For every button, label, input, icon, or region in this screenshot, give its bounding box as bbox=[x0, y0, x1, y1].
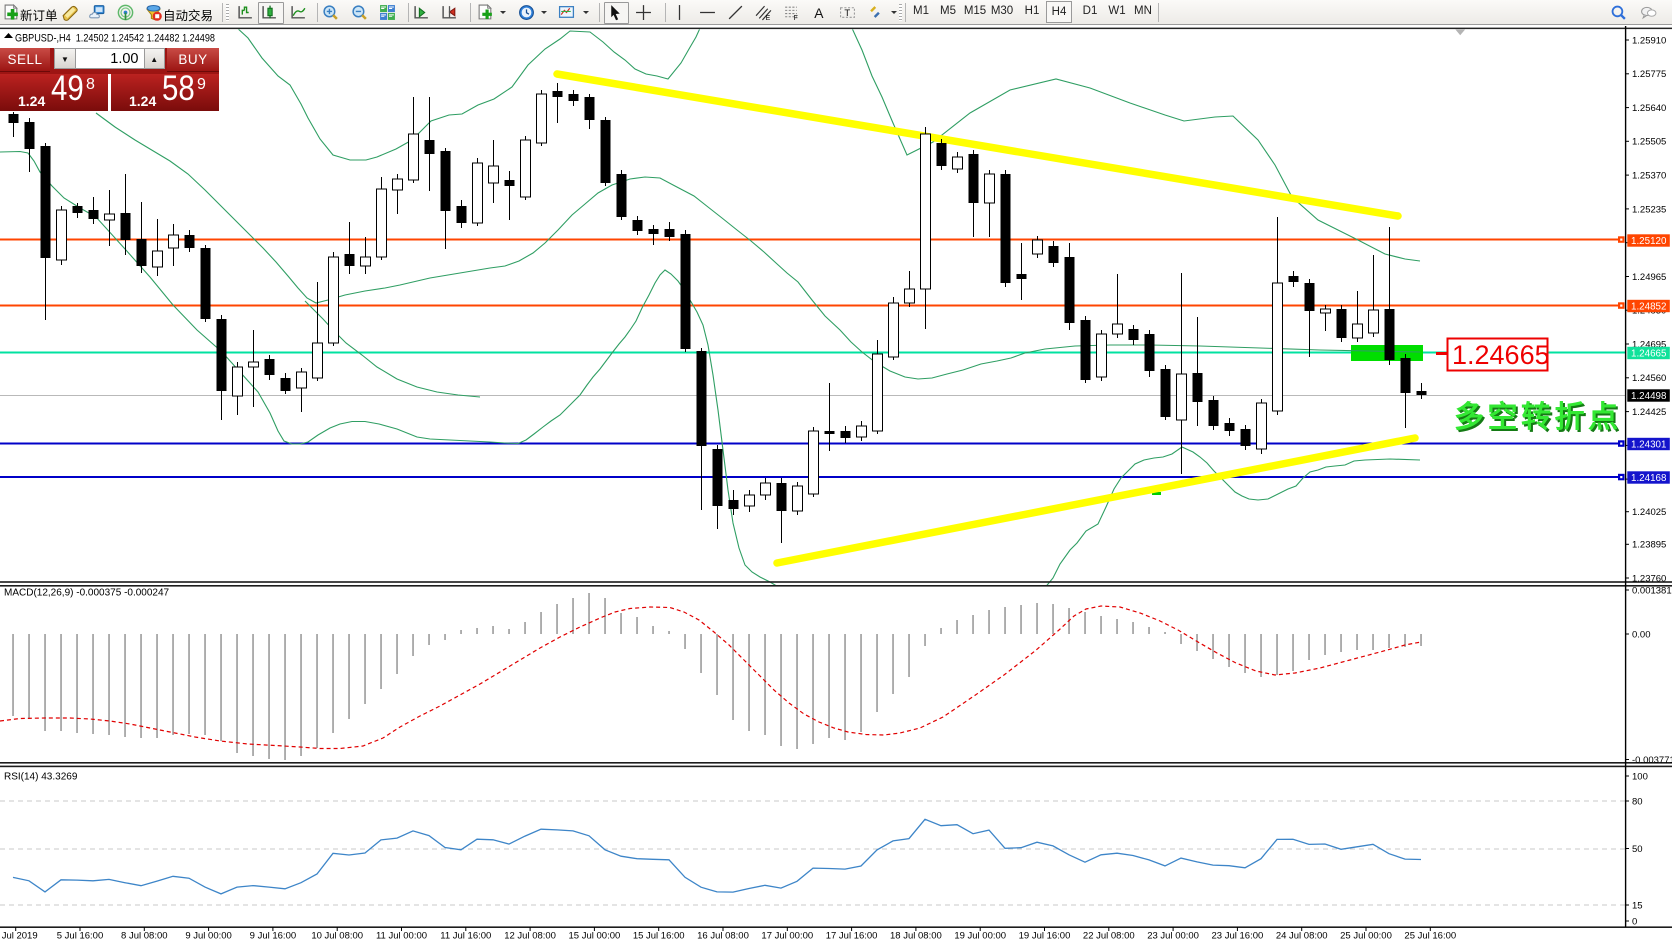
svg-text:80: 80 bbox=[1632, 796, 1643, 807]
svg-text:0.001381: 0.001381 bbox=[1632, 585, 1672, 596]
svg-text:5 Jul 2019: 5 Jul 2019 bbox=[0, 931, 38, 942]
svg-text:1.24965: 1.24965 bbox=[1632, 272, 1666, 283]
svg-text:15 Jul 00:00: 15 Jul 00:00 bbox=[569, 931, 621, 942]
svg-text:25 Jul 16:00: 25 Jul 16:00 bbox=[1404, 931, 1456, 942]
svg-text:15 Jul 16:00: 15 Jul 16:00 bbox=[633, 931, 685, 942]
svg-text:E: E bbox=[766, 15, 771, 21]
svg-text:GBPUSD-,H4 1.24502 1.24542 1.: GBPUSD-,H4 1.24502 1.24542 1.24482 1.244… bbox=[15, 33, 215, 45]
svg-text:1.24301: 1.24301 bbox=[1631, 439, 1666, 450]
svg-text:19 Jul 16:00: 19 Jul 16:00 bbox=[1019, 931, 1071, 942]
svg-text:5 Jul 16:00: 5 Jul 16:00 bbox=[57, 931, 103, 942]
svg-text:T: T bbox=[844, 8, 850, 19]
svg-text:-0.003771: -0.003771 bbox=[1632, 755, 1672, 766]
svg-text:23 Jul 00:00: 23 Jul 00:00 bbox=[1147, 931, 1199, 942]
svg-text:0: 0 bbox=[1632, 916, 1637, 927]
svg-text:1.25505: 1.25505 bbox=[1632, 137, 1666, 148]
svg-text:19 Jul 00:00: 19 Jul 00:00 bbox=[954, 931, 1006, 942]
svg-text:11 Jul 16:00: 11 Jul 16:00 bbox=[440, 931, 491, 942]
svg-text:8 Jul 08:00: 8 Jul 08:00 bbox=[121, 931, 167, 942]
svg-text:1.24852: 1.24852 bbox=[1631, 301, 1666, 312]
svg-text:9 Jul 16:00: 9 Jul 16:00 bbox=[250, 931, 296, 942]
svg-text:23 Jul 16:00: 23 Jul 16:00 bbox=[1212, 931, 1264, 942]
svg-text:50: 50 bbox=[1632, 844, 1643, 855]
svg-text:多空转折点: 多空转折点 bbox=[1454, 401, 1622, 434]
svg-text:1.25640: 1.25640 bbox=[1632, 103, 1666, 114]
svg-text:15: 15 bbox=[1632, 900, 1643, 911]
svg-text:17 Jul 16:00: 17 Jul 16:00 bbox=[826, 931, 878, 942]
svg-text:1.24025: 1.24025 bbox=[1632, 507, 1666, 518]
svg-text:RSI(14) 43.3269: RSI(14) 43.3269 bbox=[4, 772, 78, 783]
svg-text:1.24425: 1.24425 bbox=[1632, 407, 1666, 418]
svg-text:9 Jul 00:00: 9 Jul 00:00 bbox=[185, 931, 231, 942]
svg-text:多空转折点: 多空转折点 bbox=[1456, 403, 1624, 436]
svg-text:1.25370: 1.25370 bbox=[1632, 171, 1666, 182]
svg-text:1.24695: 1.24695 bbox=[1632, 339, 1666, 350]
svg-text:10 Jul 08:00: 10 Jul 08:00 bbox=[311, 931, 363, 942]
svg-text:1.25775: 1.25775 bbox=[1632, 69, 1666, 80]
svg-text:22 Jul 08:00: 22 Jul 08:00 bbox=[1083, 931, 1135, 942]
svg-text:16 Jul 08:00: 16 Jul 08:00 bbox=[697, 931, 749, 942]
svg-text:MACD(12,26,9) -0.000375 -0.000: MACD(12,26,9) -0.000375 -0.000247 bbox=[4, 588, 170, 599]
svg-text:1.23760: 1.23760 bbox=[1632, 573, 1666, 584]
svg-text:12 Jul 08:00: 12 Jul 08:00 bbox=[504, 931, 556, 942]
svg-text:1.24168: 1.24168 bbox=[1631, 473, 1667, 484]
svg-text:1.24498: 1.24498 bbox=[1631, 391, 1667, 402]
svg-text:100: 100 bbox=[1632, 771, 1648, 782]
svg-text:1.24665: 1.24665 bbox=[1631, 348, 1667, 359]
svg-text:1.23895: 1.23895 bbox=[1632, 540, 1666, 551]
svg-text:1.25120: 1.25120 bbox=[1631, 236, 1667, 247]
svg-text:18 Jul 08:00: 18 Jul 08:00 bbox=[890, 931, 942, 942]
svg-text:11 Jul 00:00: 11 Jul 00:00 bbox=[376, 931, 427, 942]
svg-text:A: A bbox=[814, 5, 824, 21]
svg-text:1.24560: 1.24560 bbox=[1632, 373, 1666, 384]
svg-text:0.00: 0.00 bbox=[1632, 629, 1651, 640]
svg-text:1.24665: 1.24665 bbox=[1452, 340, 1550, 370]
svg-text:1.25910: 1.25910 bbox=[1632, 35, 1666, 46]
svg-text:F: F bbox=[794, 15, 798, 21]
svg-text:17 Jul 00:00: 17 Jul 00:00 bbox=[761, 931, 813, 942]
svg-text:1.25235: 1.25235 bbox=[1632, 204, 1666, 215]
svg-text:24 Jul 08:00: 24 Jul 08:00 bbox=[1276, 931, 1328, 942]
svg-text:25 Jul 00:00: 25 Jul 00:00 bbox=[1340, 931, 1392, 942]
